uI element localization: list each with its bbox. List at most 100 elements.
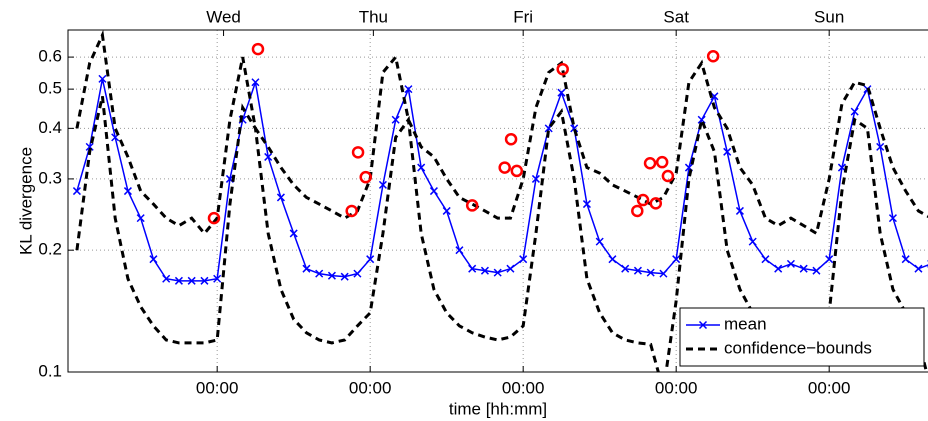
mean-marker	[315, 269, 324, 278]
mean-marker	[480, 266, 489, 275]
mean-marker	[123, 187, 132, 196]
mean-marker	[276, 193, 285, 202]
x2-tick-label: Wed	[206, 7, 241, 26]
outlier-point	[207, 211, 221, 225]
mean-marker	[174, 276, 183, 285]
x2-tick-label: Sun	[814, 7, 844, 26]
outlier-point	[649, 197, 663, 210]
outlier-point	[636, 193, 650, 207]
mean-marker	[340, 272, 349, 281]
mean-marker	[723, 147, 732, 156]
mean-marker	[289, 229, 298, 238]
mean-marker	[582, 200, 591, 209]
outlier-point	[359, 170, 372, 184]
outlier-point	[465, 199, 479, 212]
x2-tick-label: Fri	[513, 7, 533, 26]
mean-marker	[888, 214, 897, 223]
mean-marker	[429, 187, 438, 196]
mean-marker	[710, 92, 719, 101]
mean-marker	[506, 264, 515, 273]
mean-marker	[353, 269, 362, 278]
outlier-point	[498, 161, 511, 174]
mean-marker	[493, 268, 502, 277]
y-tick-label: 0.4	[38, 118, 62, 137]
mean-marker	[417, 163, 426, 172]
mean-marker	[187, 276, 196, 285]
legend-marker	[698, 320, 708, 330]
legend-box	[679, 307, 925, 367]
mean-marker	[98, 74, 107, 83]
mean-marker	[825, 255, 834, 264]
legend-label: confidence−bounds	[724, 338, 872, 357]
mean-marker	[748, 237, 757, 246]
mean-marker	[200, 276, 209, 285]
mean-marker	[391, 115, 400, 124]
mean-marker	[468, 264, 477, 273]
x-tick-label: 00:00	[808, 378, 851, 397]
mean-marker	[786, 259, 795, 268]
outlier-point	[643, 156, 657, 170]
outlier-point	[661, 169, 675, 183]
x-tick-label: 00:00	[655, 378, 698, 397]
mean-marker	[876, 142, 885, 151]
x-tick-label: 00:00	[196, 378, 239, 397]
outlier-point	[351, 146, 365, 159]
bound-line	[75, 30, 928, 236]
x-tick-label: 00:00	[349, 378, 392, 397]
x2-tick-label: Thu	[359, 7, 388, 26]
mean-marker	[608, 255, 617, 264]
mean-marker	[901, 255, 910, 264]
mean-marker	[378, 180, 387, 189]
mean-marker	[761, 255, 770, 264]
x-axis-label: time [hh:mm]	[449, 399, 547, 418]
mean-marker	[659, 269, 668, 278]
mean-marker	[327, 271, 336, 280]
legend-label: mean	[724, 314, 767, 333]
y-axis-label: KL divergence	[16, 147, 35, 255]
y-tick-label: 0.6	[38, 47, 62, 66]
mean-marker	[519, 255, 528, 264]
outlier-point	[510, 164, 524, 178]
mean-marker	[735, 206, 744, 215]
mean-marker	[595, 237, 604, 246]
mean-marker	[621, 264, 630, 273]
outlier-point	[251, 42, 265, 56]
outlier-point	[504, 132, 518, 146]
mean-marker	[557, 88, 566, 97]
mean-marker	[213, 274, 222, 283]
outlier-point	[655, 155, 669, 169]
mean-marker	[914, 264, 923, 273]
y-tick-label: 0.1	[38, 361, 62, 380]
mean-marker	[455, 246, 464, 255]
mean-marker	[774, 264, 783, 273]
mean-marker	[251, 78, 260, 87]
axes-box	[67, 29, 928, 373]
mean-marker	[149, 255, 158, 264]
mean-marker	[531, 174, 540, 183]
mean-marker	[646, 268, 655, 277]
mean-marker	[404, 85, 413, 94]
mean-marker	[812, 266, 821, 275]
mean-marker	[850, 107, 859, 116]
mean-marker	[72, 187, 81, 196]
mean-marker	[162, 274, 171, 283]
mean-marker	[366, 255, 375, 264]
y-tick-label: 0.5	[38, 79, 62, 98]
mean-marker	[672, 255, 681, 264]
outlier-point	[631, 204, 644, 218]
mean-marker	[633, 266, 642, 275]
mean-marker	[799, 264, 808, 273]
outlier-point	[706, 49, 720, 63]
mean-marker	[302, 264, 311, 273]
mean-marker	[85, 142, 94, 151]
outlier-point	[345, 204, 358, 218]
x-tick-label: 00:00	[502, 378, 545, 397]
mean-marker	[264, 152, 273, 161]
outlier-point	[556, 62, 569, 76]
x2-tick-label: Sat	[663, 7, 689, 26]
y-tick-label: 0.2	[38, 240, 62, 259]
y-tick-label: 0.3	[38, 168, 62, 187]
mean-marker	[136, 214, 145, 223]
mean-marker	[442, 206, 451, 215]
